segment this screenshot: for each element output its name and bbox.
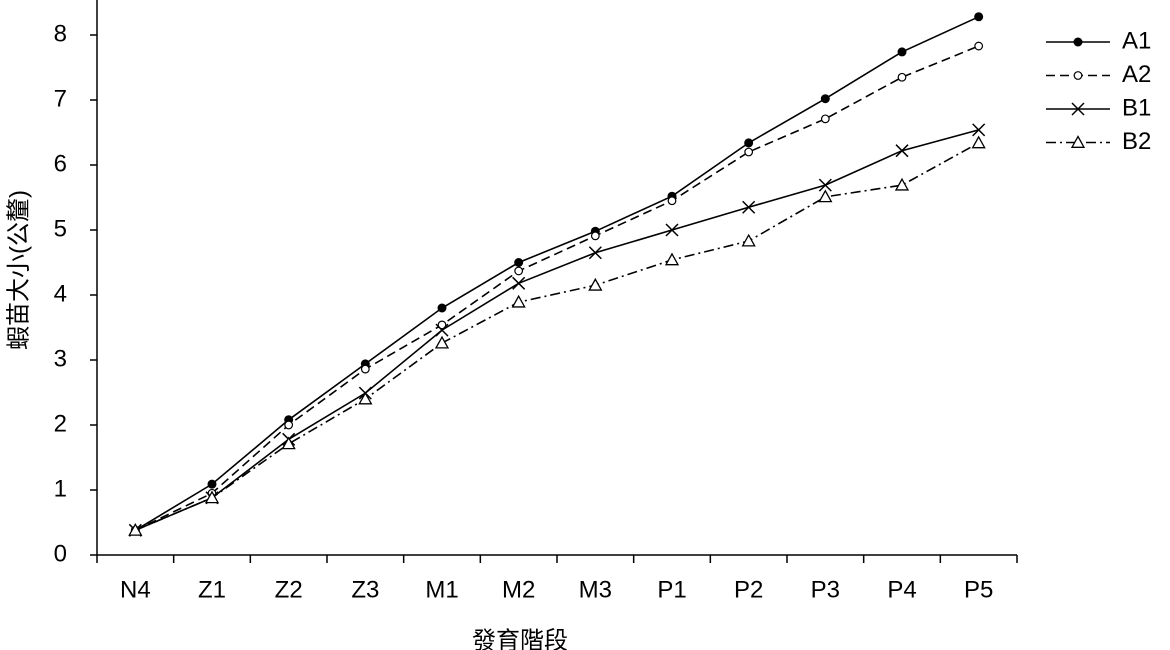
marker [818,178,832,192]
marker [511,294,526,308]
x-tick-label: Z1 [198,576,226,603]
marker [358,391,373,405]
x-tick-label: M3 [579,576,612,603]
legend-marker [1071,102,1085,116]
marker [744,138,754,148]
marker [588,246,602,260]
marker [972,123,986,137]
marker [897,72,907,82]
marker [437,320,447,330]
marker [514,258,524,267]
marker [971,135,986,149]
marker [974,12,984,22]
y-tick-label: 4 [54,280,67,307]
x-tick-label: M2 [502,576,535,603]
x-tick-label: P2 [734,576,763,603]
y-tick-label: 5 [54,215,67,242]
marker [667,196,677,206]
marker [665,223,679,237]
marker [284,420,294,430]
legend-marker [1073,71,1083,80]
marker [894,177,910,191]
series-line [134,16,980,531]
y-tick-label: 6 [54,150,67,177]
marker [128,522,143,536]
marker [514,266,524,276]
marker [820,114,830,124]
x-tick-label: N4 [120,576,151,603]
legend-marker [1073,37,1083,47]
y-tick-label: 2 [54,410,67,437]
legend-label: B2 [1122,128,1151,155]
y-axis-label: 蝦苗大小(公釐) [5,190,32,350]
marker [897,47,907,57]
legend-label: A1 [1122,27,1151,54]
x-tick-label: Z2 [275,576,303,603]
x-axis-label: 發育階段 [472,627,568,650]
y-tick-label: 1 [54,475,67,502]
marker [974,41,984,51]
legend-marker [1070,135,1086,148]
x-tick-label: M1 [425,576,458,603]
series-line [134,45,979,532]
marker [818,189,833,203]
marker [590,231,600,241]
marker [744,147,754,157]
legend-label: A2 [1122,61,1151,88]
marker [820,94,830,104]
marker [360,364,370,374]
marker [664,252,680,266]
y-tick-label: 7 [54,85,67,112]
marker [434,335,450,349]
x-tick-label: P4 [887,576,916,603]
marker [281,436,296,450]
marker [742,200,756,214]
x-tick-label: P3 [811,576,840,603]
x-tick-label: P5 [964,576,993,603]
series-line [135,142,980,532]
series-line [135,129,979,532]
marker [435,323,449,337]
marker [512,276,526,290]
marker [741,233,756,247]
y-tick-label: 0 [54,540,67,567]
marker [204,490,220,504]
marker [895,144,909,158]
marker [207,479,217,489]
legend-label: B1 [1122,94,1151,121]
y-tick-label: 3 [54,345,67,372]
marker [588,277,603,291]
marker [437,303,447,313]
x-tick-label: Z3 [351,576,379,603]
x-tick-label: P1 [657,576,686,603]
y-tick-label: 8 [54,20,67,47]
